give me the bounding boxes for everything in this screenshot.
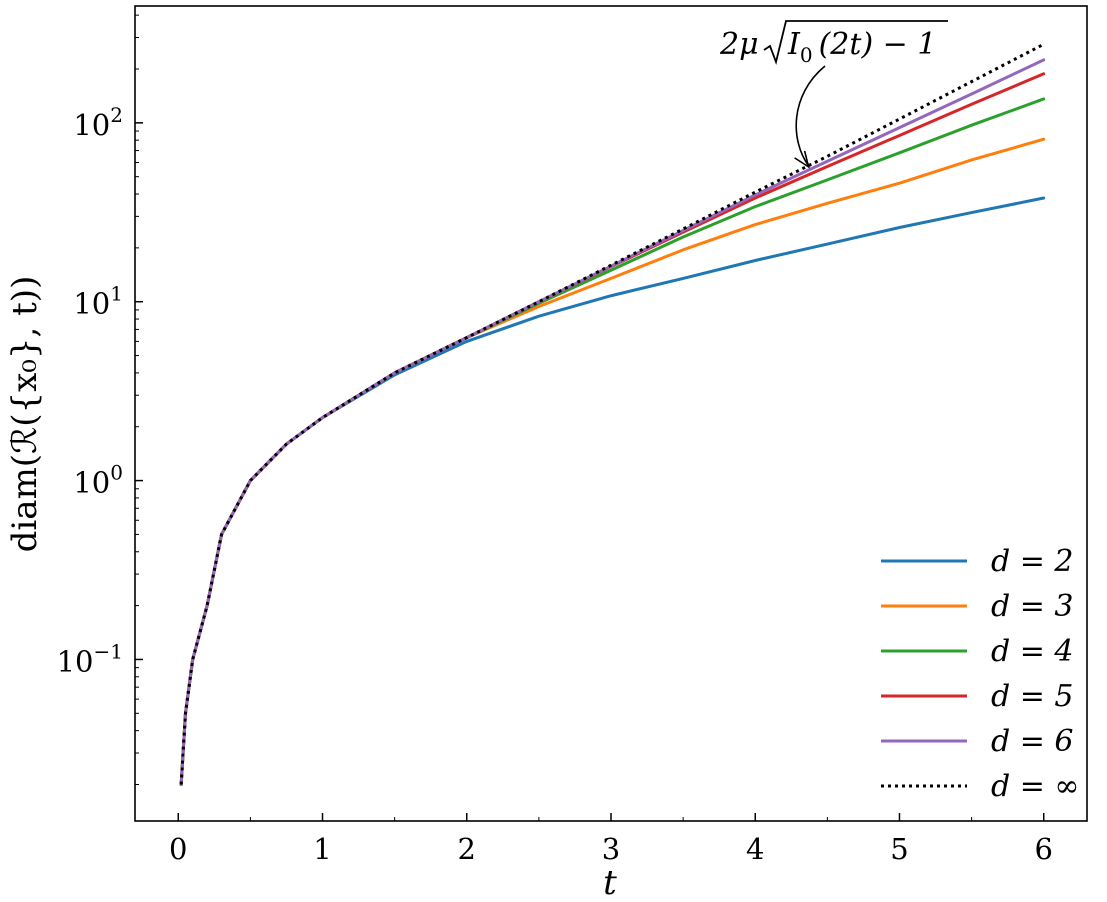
legend-label-6: d = ∞ — [991, 769, 1079, 804]
annotation-label: 2μ I0 (2t) − 1 — [719, 27, 936, 67]
radical-sign — [763, 20, 948, 66]
y-tick-label: 101 — [73, 282, 123, 321]
x-tick-label: 3 — [602, 832, 620, 866]
legend: d = 2 d = 3 d = 4 d = 5 d = 6 d = ∞ — [881, 544, 1079, 804]
x-tick-label: 0 — [169, 832, 187, 866]
x-tick-label: 6 — [1035, 832, 1053, 866]
legend-label-5: d = 6 — [991, 724, 1074, 759]
x-tick-label: 5 — [890, 832, 908, 866]
series-line-5 — [179, 58, 1046, 786]
plot-area — [179, 42, 1046, 786]
arrow-head — [794, 150, 810, 169]
y-tick-label: 100 — [73, 461, 123, 500]
y-axis: 10−1 100 101 102 — [57, 14, 143, 785]
legend-label-2: d = 3 — [991, 589, 1074, 624]
series-line-3 — [179, 97, 1046, 786]
x-axis: 0 1 2 3 4 5 6 — [169, 813, 1053, 866]
legend-label-1: d = 2 — [991, 544, 1074, 579]
y-axis-label: diam(ℛ({x₀}, t)) — [5, 276, 45, 553]
series-line-6 — [179, 42, 1045, 785]
x-tick-label: 4 — [746, 832, 764, 866]
annotation-arrow — [795, 65, 826, 167]
x-axis-label: t — [603, 863, 617, 902]
annotation: 2μ I0 (2t) − 1 — [719, 20, 948, 169]
x-tick-label: 2 — [458, 832, 476, 866]
x-tick-label: 1 — [313, 832, 331, 866]
series-line-4 — [179, 72, 1046, 786]
series-line-2 — [179, 137, 1046, 786]
legend-label-4: d = 5 — [991, 679, 1074, 714]
legend-label-3: d = 4 — [991, 634, 1074, 669]
y-tick-label: 102 — [73, 103, 123, 142]
plot-frame — [134, 5, 1088, 822]
y-tick-label: 10−1 — [57, 639, 123, 678]
